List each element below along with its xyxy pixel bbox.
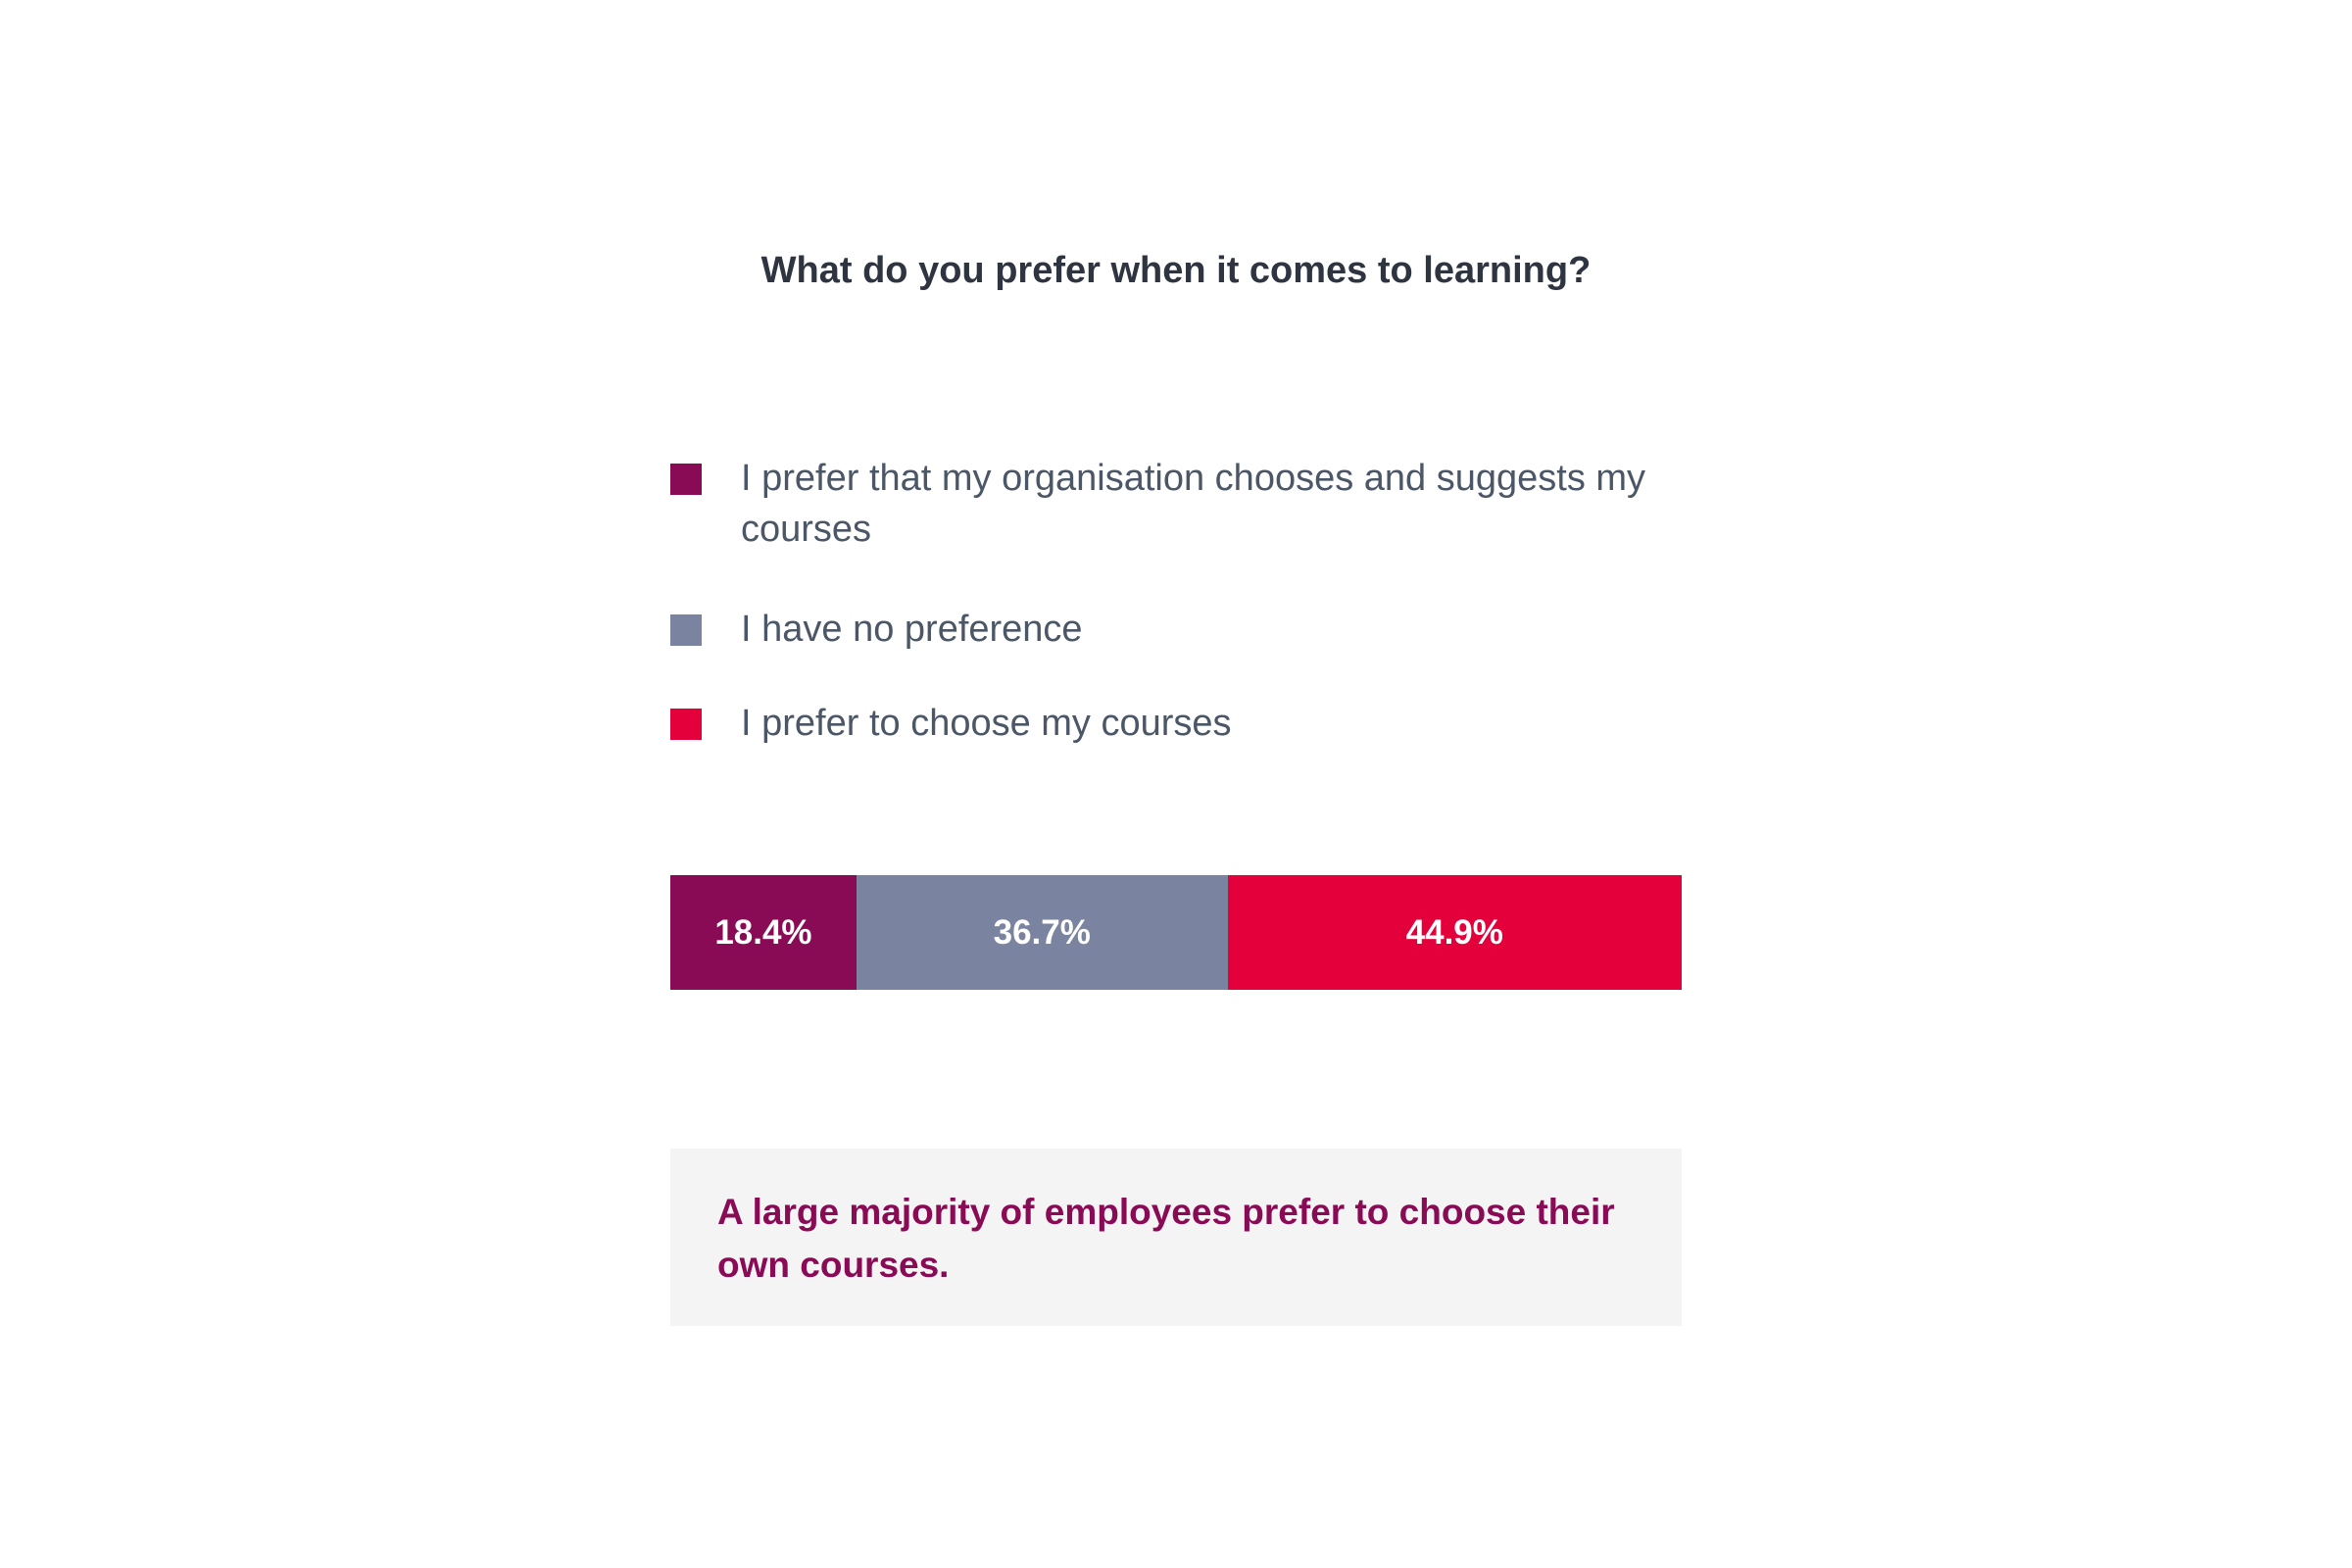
takeaway-text: A large majority of employees prefer to … [717,1192,1615,1285]
legend-item-no-preference: I have no preference [670,604,1682,655]
bar-segment-value-label: 18.4% [714,912,812,952]
bar-segment-value-label: 36.7% [993,912,1091,952]
bar-segment-no-preference: 36.7% [856,875,1228,990]
chart-legend: I prefer that my organisation chooses an… [670,453,1682,749]
stacked-bar: 18.4% 36.7% 44.9% [670,875,1682,990]
legend-label-organisation-chooses: I prefer that my organisation chooses an… [741,458,1646,550]
bar-segment-organisation-chooses: 18.4% [670,875,857,990]
legend-swatch-no-preference [670,614,702,646]
legend-label-no-preference: I have no preference [741,609,1083,650]
bar-segment-value-label: 44.9% [1405,912,1503,952]
bar-segment-choose-my-courses: 44.9% [1227,875,1682,990]
legend-item-organisation-chooses: I prefer that my organisation chooses an… [670,453,1682,555]
legend-swatch-organisation-chooses [670,464,702,495]
legend-label-choose-my-courses: I prefer to choose my courses [741,703,1232,744]
takeaway-callout: A large majority of employees prefer to … [670,1149,1682,1326]
legend-item-choose-my-courses: I prefer to choose my courses [670,698,1682,749]
chart-title: What do you prefer when it comes to lear… [760,250,1592,291]
legend-swatch-choose-my-courses [670,709,702,740]
